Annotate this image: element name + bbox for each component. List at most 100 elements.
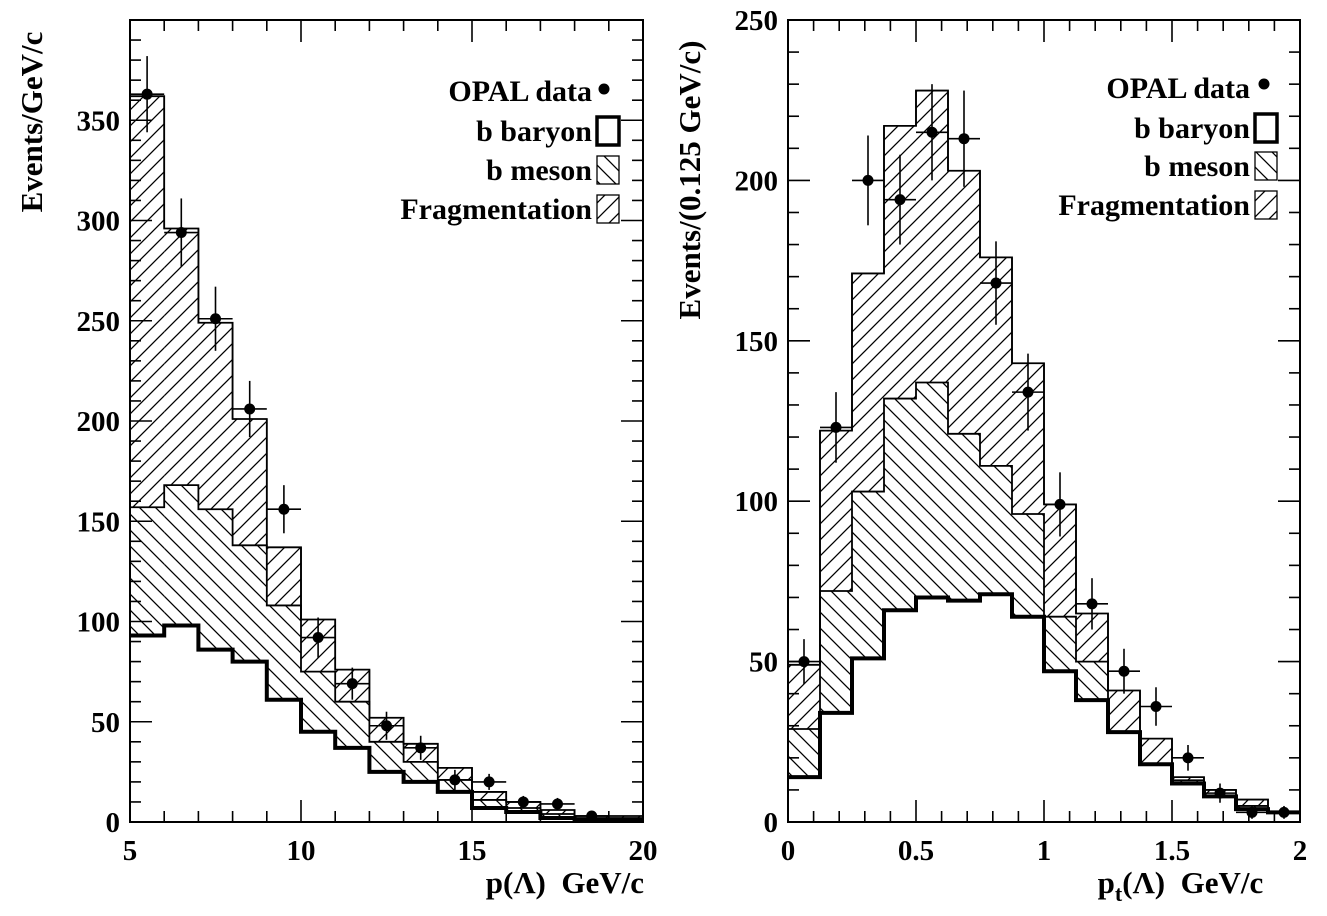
y-tick-label: 250 [77,306,121,338]
data-point [517,796,529,808]
legend-label-opal-data: OPAL data [448,75,592,108]
bar-b-meson [1076,661,1108,701]
x-axis-title: pt(Λ) GeV/c [1043,865,1302,906]
data-point [278,503,290,515]
bar-b-meson [948,433,980,601]
x-tick-label: 1 [1037,835,1052,867]
legend-label-b-meson: b meson [1144,150,1250,183]
bar-b-meson [403,761,438,782]
data-point [830,421,842,433]
legend-label-b-meson: b meson [486,154,592,187]
data-point [381,720,392,732]
legend-swatch-b-meson [1254,151,1278,181]
transverse-momentum-histogram-panel: 0 0.5 1 1.5 2 0 50 100 150 200 250 Events/(0.125 G… [672,5,1307,906]
legend-label-fragmentation: Fragmentation [1058,189,1250,222]
x-tick-label: 2 [1293,835,1308,867]
y-tick-label: 0 [764,807,779,839]
data-point [1118,665,1130,677]
x-tick-label: 10 [287,835,316,867]
bar-b-meson [335,701,370,748]
bar-fragmentation [540,809,575,814]
bar-b-meson [820,591,852,713]
legend-label-fragmentation: Fragmentation [400,193,592,226]
y-tick-label: 200 [735,165,779,197]
legend-swatch-fragmentation [596,194,620,224]
data-point [415,742,427,754]
bar-b-meson [788,728,820,778]
data-points [788,84,1300,819]
legend-swatch-b-baryon [595,115,621,147]
bar-b-meson [301,671,336,732]
bar-fragmentation [1236,799,1268,806]
data-point [141,88,153,100]
bar-fragmentation [1108,690,1140,733]
bar-b-meson [1012,514,1044,617]
data-point [1278,806,1290,818]
legend-swatch-fragmentation [1254,190,1278,220]
data-point [244,403,256,415]
legend-swatch-b-baryon [1253,112,1279,144]
data-point [1214,787,1226,799]
x-axis-title-rest: (Λ) GeV/c [1122,865,1263,900]
x-tick-label: 5 [123,835,138,867]
y-tick-label: 150 [77,506,121,538]
y-tick-label: 200 [77,406,121,438]
bar-b-meson [916,382,948,598]
data-point [312,632,324,644]
data-point [210,313,221,325]
data-point [1054,498,1066,510]
y-tick-label: 300 [77,206,121,238]
legend-swatch-b-meson [596,155,620,185]
data-point [586,810,598,822]
bar-b-meson [852,491,884,659]
bar-fragmentation [472,791,507,800]
x-axis-title-p: p [1098,865,1115,900]
bar-fragmentation [948,170,980,434]
x-tick-label: 20 [629,835,658,867]
bar-b-meson [1044,616,1076,672]
bar-fragmentation [852,273,884,492]
x-tick-label: 1.5 [1154,835,1190,867]
data-point [894,194,906,206]
y-axis-title: Events/GeV/c [14,32,49,213]
y-tick-label: 100 [77,607,121,639]
bar-fragmentation [164,228,199,486]
y-tick-label: 350 [77,105,121,137]
y-axis-title: Events/(0.125 GeV/c) [672,41,707,320]
bar-b-meson [980,465,1012,595]
data-point [926,126,938,138]
legend: OPAL data b baryon b meson Fragmentation [400,75,621,226]
x-tick-label: 0 [781,835,796,867]
y-tick-label: 250 [735,5,779,37]
legend-label-opal-data: OPAL data [1106,72,1250,105]
data-points [130,56,609,822]
bar-b-meson [266,605,301,700]
bar-fragmentation [266,547,301,606]
axes: 0 0.5 1 1.5 2 0 50 100 150 200 250 [735,5,1308,867]
legend-label-b-baryon: b baryon [1134,112,1250,145]
data-point [862,174,874,186]
data-point [1150,701,1162,713]
y-tick-label: 100 [735,486,779,518]
bar-b-meson [198,509,233,650]
bar-fragmentation [608,815,643,818]
legend-marker-opal-data [1258,78,1270,90]
data-point [1182,752,1194,764]
bar-fragmentation [198,322,233,510]
data-point [552,798,563,810]
legend: OPAL data b baryon b meson Fragmentation [1058,72,1279,222]
x-axis-title: p(Λ) GeV/c [486,865,644,900]
bar-b-meson [540,813,575,818]
data-point [483,776,495,788]
bar-b-meson [472,799,507,808]
data-point [175,227,187,239]
x-tick-label: 15 [458,835,487,867]
bar-b-meson [369,741,404,772]
bar-fragmentation [1172,777,1204,781]
y-tick-label: 150 [735,326,779,358]
x-axis-title-subscript: t [1115,881,1123,906]
data-point [346,678,358,690]
bar-b-meson [130,507,165,636]
